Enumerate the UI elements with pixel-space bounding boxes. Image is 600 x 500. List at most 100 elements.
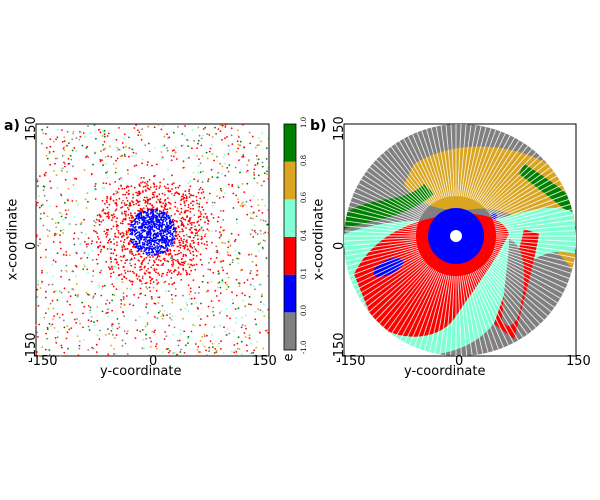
scatter-point [99, 214, 101, 217]
radial-streak [440, 124, 453, 197]
scatter-point [39, 256, 42, 259]
scatter-point [220, 340, 223, 343]
panel-a-ytick-top: 150 [24, 116, 39, 141]
scatter-point [121, 235, 124, 238]
scatter-point [113, 348, 115, 350]
scatter-point [54, 260, 57, 263]
scatter-point [202, 134, 204, 137]
scatter-point [112, 163, 115, 165]
scatter-point [116, 191, 119, 193]
scatter-point [179, 244, 181, 246]
scatter-point [153, 208, 155, 211]
scatter-point [235, 317, 238, 320]
scatter-point [220, 310, 222, 313]
scatter-point [78, 138, 81, 141]
scatter-point [257, 158, 260, 161]
scatter-point [114, 181, 117, 183]
scatter-point [107, 315, 110, 318]
scatter-point [146, 214, 149, 217]
scatter-point [202, 209, 205, 211]
scatter-point [211, 176, 214, 178]
scatter-point [111, 265, 113, 268]
scatter-point [224, 174, 227, 177]
scatter-point [224, 162, 226, 165]
scatter-point [123, 202, 126, 205]
scatter-point [263, 232, 265, 235]
scatter-point [208, 134, 211, 136]
radial-streak [425, 124, 450, 197]
scatter-point [251, 135, 254, 138]
scatter-point [249, 212, 252, 214]
scatter-point [134, 234, 136, 236]
scatter-point [111, 309, 113, 312]
scatter-point [125, 145, 128, 148]
scatter-point [123, 212, 126, 215]
scatter-point [99, 131, 102, 134]
scatter-point [126, 258, 129, 261]
scatter-point [135, 235, 138, 238]
scatter-point [226, 333, 228, 336]
scatter-point [144, 211, 147, 214]
scatter-point [162, 202, 164, 205]
scatter-point [80, 131, 83, 134]
scatter-point [55, 138, 57, 141]
scatter-point [127, 172, 129, 175]
scatter-point [137, 245, 140, 248]
scatter-point [145, 205, 148, 207]
scatter-point [154, 248, 157, 251]
scatter-point [170, 293, 173, 296]
panel-a-scatter-plot [35, 123, 270, 357]
scatter-point [115, 138, 118, 141]
scatter-point [149, 197, 152, 200]
scatter-point [106, 195, 109, 198]
panel-b-label: b) [310, 118, 327, 134]
scatter-point [171, 257, 174, 260]
scatter-point [157, 224, 159, 226]
scatter-point [222, 156, 225, 159]
scatter-point [143, 196, 146, 199]
scatter-point [195, 199, 198, 202]
scatter-point [107, 213, 110, 216]
scatter-point [197, 126, 200, 129]
scatter-point [61, 313, 64, 316]
scatter-point [113, 294, 116, 297]
scatter-point [123, 187, 126, 190]
scatter-point [67, 291, 70, 293]
scatter-point [104, 202, 106, 205]
scatter-point [139, 234, 141, 237]
scatter-point [152, 281, 155, 283]
scatter-point [120, 303, 123, 305]
scatter-point [52, 241, 55, 243]
scatter-point [115, 199, 118, 201]
scatter-point [138, 253, 141, 255]
scatter-point [205, 349, 207, 352]
scatter-point [79, 242, 82, 245]
scatter-point [176, 158, 178, 160]
scatter-point [92, 347, 95, 350]
scatter-point [233, 240, 236, 243]
scatter-point [125, 259, 127, 262]
scatter-point [111, 219, 113, 222]
scatter-point [182, 144, 185, 147]
scatter-point [51, 275, 54, 278]
scatter-point [169, 313, 171, 315]
scatter-point [123, 245, 125, 248]
scatter-point [66, 170, 68, 173]
scatter-point [156, 317, 159, 319]
scatter-point [133, 238, 135, 241]
scatter-point [176, 273, 179, 276]
scatter-point [177, 233, 180, 236]
scatter-point [103, 230, 106, 233]
scatter-point [107, 328, 109, 330]
scatter-point [87, 200, 89, 203]
colorbar-tick-label: 0.1 [300, 267, 308, 279]
scatter-point [211, 204, 214, 207]
scatter-point [164, 331, 167, 333]
scatter-point [101, 200, 104, 202]
scatter-point [116, 327, 119, 330]
scatter-point [134, 218, 137, 221]
scatter-point [126, 169, 129, 171]
scatter-point [206, 133, 209, 135]
scatter-point [115, 190, 118, 193]
scatter-point [140, 177, 143, 179]
